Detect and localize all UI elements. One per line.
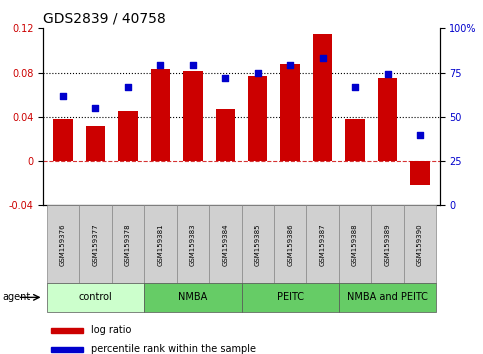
Point: [59, 93, 67, 98]
Bar: [51, 347, 83, 352]
Text: NMBA: NMBA: [178, 292, 207, 302]
Text: GSM159381: GSM159381: [157, 223, 163, 266]
Bar: [345, 119, 365, 161]
Point: [221, 75, 229, 81]
Bar: [339, 283, 436, 312]
Bar: [371, 205, 404, 283]
Text: PEITC: PEITC: [277, 292, 304, 302]
Bar: [85, 126, 105, 161]
Point: [319, 56, 327, 61]
Text: GDS2839 / 40758: GDS2839 / 40758: [43, 12, 166, 26]
Text: GSM159387: GSM159387: [320, 223, 326, 266]
Text: GSM159378: GSM159378: [125, 223, 131, 266]
Point: [286, 63, 294, 68]
Bar: [144, 283, 242, 312]
Bar: [313, 34, 332, 161]
Text: log ratio: log ratio: [91, 325, 131, 335]
Bar: [47, 283, 144, 312]
Text: GSM159390: GSM159390: [417, 223, 423, 266]
Bar: [215, 109, 235, 161]
Text: GSM159383: GSM159383: [190, 223, 196, 266]
Bar: [183, 72, 202, 161]
Bar: [177, 205, 209, 283]
Point: [384, 72, 391, 77]
Point: [351, 84, 359, 90]
Text: GSM159388: GSM159388: [352, 223, 358, 266]
Text: control: control: [79, 292, 112, 302]
Bar: [248, 76, 268, 161]
Bar: [242, 205, 274, 283]
Bar: [404, 205, 436, 283]
Text: GSM159384: GSM159384: [222, 223, 228, 266]
Point: [254, 70, 262, 75]
Text: NMBA and PEITC: NMBA and PEITC: [347, 292, 428, 302]
Bar: [112, 205, 144, 283]
Bar: [144, 205, 177, 283]
Bar: [274, 205, 306, 283]
Bar: [281, 64, 300, 161]
Bar: [339, 205, 371, 283]
Text: GSM159385: GSM159385: [255, 223, 261, 266]
Text: GSM159376: GSM159376: [60, 223, 66, 266]
Point: [416, 132, 424, 137]
Bar: [306, 205, 339, 283]
Bar: [51, 328, 83, 333]
Bar: [53, 119, 72, 161]
Bar: [47, 205, 79, 283]
Bar: [151, 69, 170, 161]
Point: [124, 84, 132, 90]
Bar: [79, 205, 112, 283]
Text: agent: agent: [2, 292, 30, 302]
Point: [189, 63, 197, 68]
Point: [92, 105, 99, 111]
Bar: [209, 205, 242, 283]
Text: GSM159389: GSM159389: [384, 223, 391, 266]
Text: GSM159377: GSM159377: [92, 223, 99, 266]
Point: [156, 63, 164, 68]
Text: GSM159386: GSM159386: [287, 223, 293, 266]
Bar: [411, 161, 430, 185]
Text: percentile rank within the sample: percentile rank within the sample: [91, 344, 256, 354]
Bar: [118, 111, 138, 161]
Bar: [378, 78, 398, 161]
Bar: [242, 283, 339, 312]
